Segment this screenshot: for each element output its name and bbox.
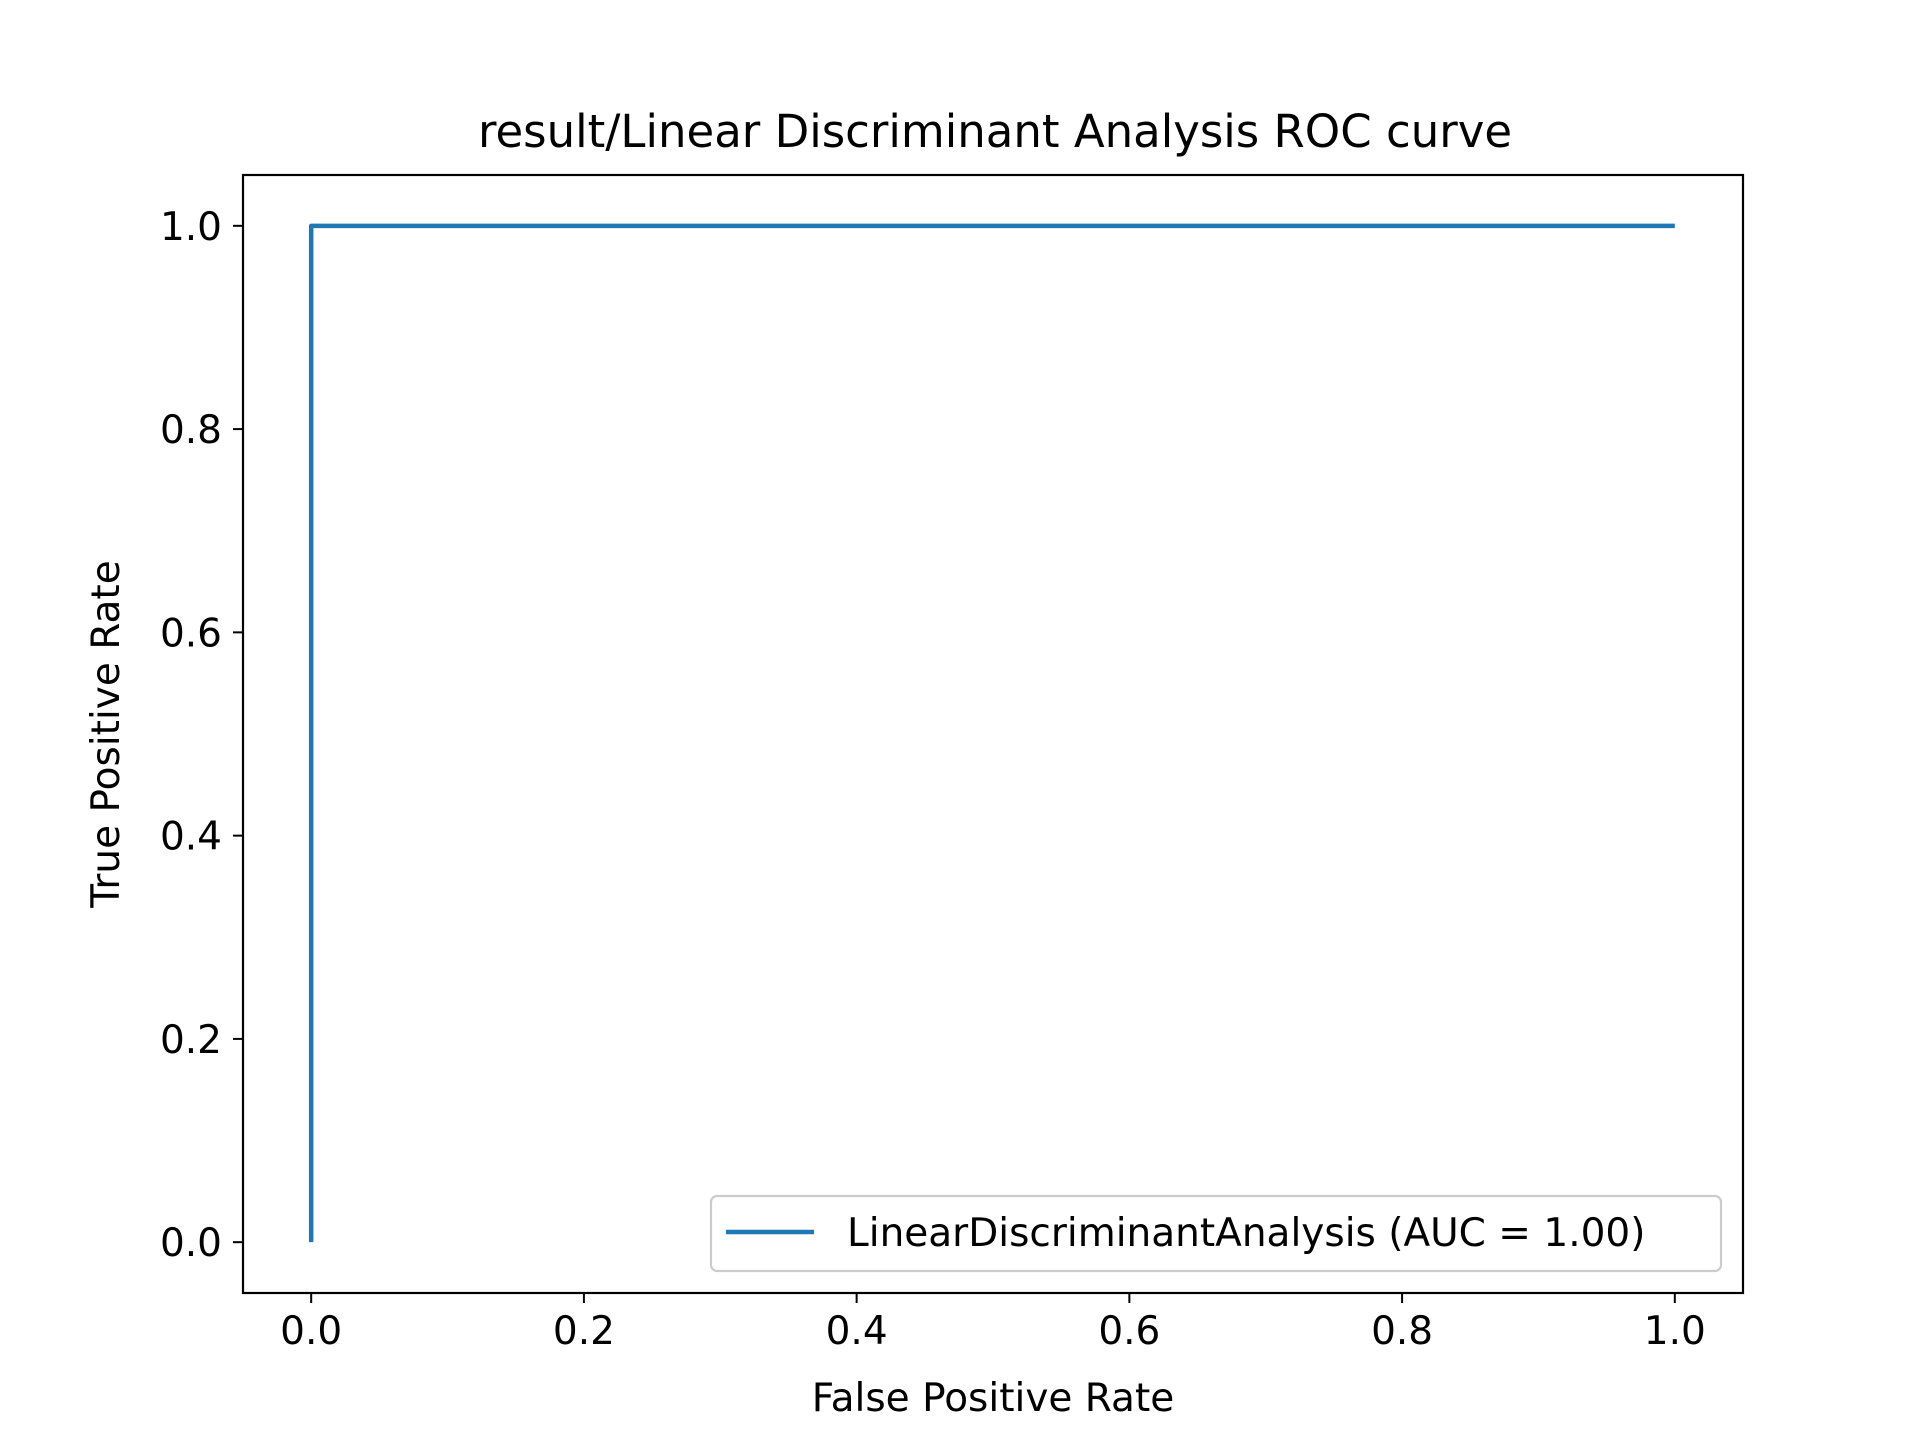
ticks-layer: 0.0 0.2 0.4 0.6 0.8 1.0 0.0 0.2 0.4 0.6 0.8 1.0 bbox=[160, 205, 1706, 1354]
legend-box bbox=[709, 1194, 1723, 1273]
axes-frame bbox=[241, 173, 1745, 1295]
y-tick-label: 0.4 bbox=[160, 815, 222, 860]
x-tick-label: 0.6 bbox=[1098, 1309, 1160, 1354]
x-tick-label: 0.8 bbox=[1371, 1309, 1433, 1354]
roc-curve-line bbox=[308, 223, 1675, 1243]
x-tick-label: 0.4 bbox=[826, 1309, 888, 1354]
legend: LinearDiscriminantAnalysis (AUC = 1.00) bbox=[709, 1194, 1723, 1273]
y-tick-label: 0.6 bbox=[160, 611, 222, 656]
y-tick-label: 0.0 bbox=[160, 1221, 222, 1266]
series-layer bbox=[308, 223, 1675, 1243]
legend-entry-label: LinearDiscriminantAnalysis (AUC = 1.00) bbox=[847, 1211, 1645, 1256]
x-tick-label: 0.2 bbox=[553, 1309, 615, 1354]
y-tick-label: 0.8 bbox=[160, 408, 222, 453]
x-axis-label: False Positive Rate bbox=[812, 1376, 1174, 1421]
x-tick-label: 0.0 bbox=[280, 1309, 342, 1354]
y-tick-label: 1.0 bbox=[160, 205, 222, 250]
y-axis-label: True Positive Rate bbox=[84, 560, 129, 908]
x-tick-label: 1.0 bbox=[1644, 1309, 1706, 1354]
y-tick-label: 0.2 bbox=[160, 1018, 222, 1063]
chart-title: result/Linear Discriminant Analysis ROC … bbox=[478, 105, 1512, 158]
